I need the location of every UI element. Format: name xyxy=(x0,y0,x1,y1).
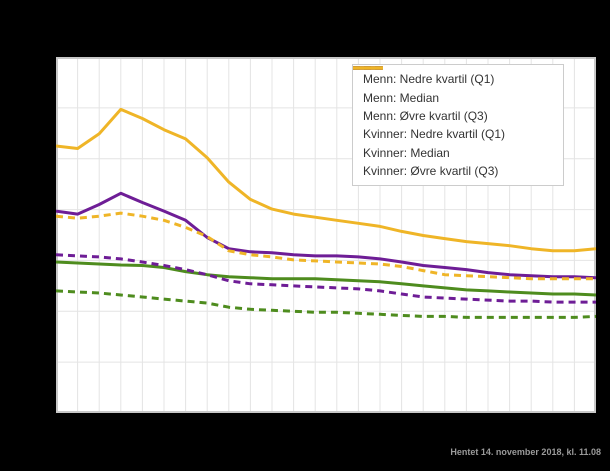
legend-item[interactable]: Kvinner: Nedre kvartil (Q1) xyxy=(353,66,563,143)
series-line-kvinner-nedre-kvartil-q1 xyxy=(56,289,596,319)
series-line-menn-nedre-kvartil-q1 xyxy=(56,260,596,297)
legend-swatch-dashed-line-icon xyxy=(353,66,383,70)
legend-label: Menn: Median xyxy=(363,90,440,105)
footer-timestamp: Hentet 14. november 2018, kl. 11.08 xyxy=(450,447,601,457)
legend-item[interactable]: Menn: Median xyxy=(353,66,563,106)
legend-item[interactable]: Menn: Øvre kvartil (Q3) xyxy=(353,66,563,125)
legend-item[interactable]: Menn: Nedre kvartil (Q1) xyxy=(353,66,563,88)
series-line-kvinner-vre-kvartil-q3 xyxy=(56,211,596,281)
legend-label: Kvinner: Øvre kvartil (Q3) xyxy=(363,164,499,179)
legend-label: Kvinner: Nedre kvartil (Q1) xyxy=(363,127,506,142)
chart-panel: Menn: Nedre kvartil (Q1) Menn: Median Menn… xyxy=(56,57,596,413)
legend-item[interactable]: Kvinner: Øvre kvartil (Q3) xyxy=(353,66,563,180)
plot-frame xyxy=(56,57,596,413)
legend-label: Kvinner: Median xyxy=(363,145,450,160)
series-line-menn-median xyxy=(56,191,596,280)
series-line-menn-vre-kvartil-q3 xyxy=(56,107,596,253)
series-line-kvinner-median xyxy=(56,253,596,304)
legend-item[interactable]: Kvinner: Median xyxy=(353,66,563,162)
legend-label: Menn: Øvre kvartil (Q3) xyxy=(363,108,488,123)
legend-box: Menn: Nedre kvartil (Q1) Menn: Median Menn… xyxy=(352,64,564,187)
legend-label: Menn: Nedre kvartil (Q1) xyxy=(363,72,495,87)
